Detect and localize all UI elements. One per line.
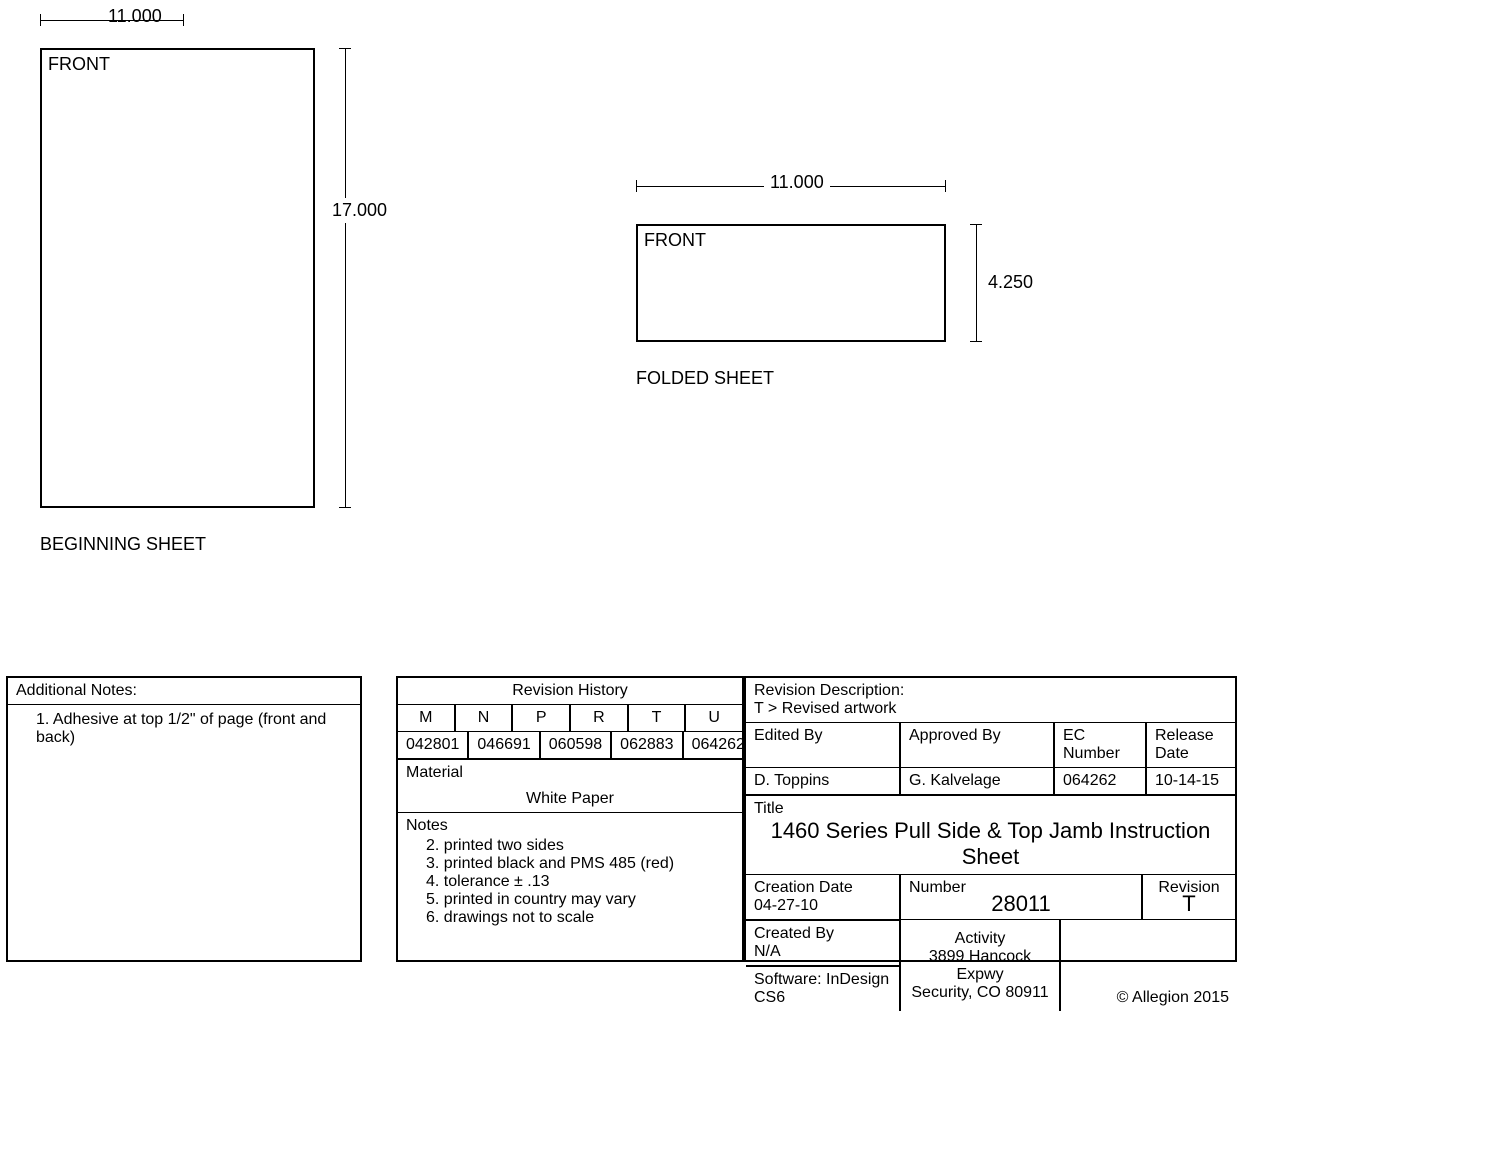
material-label: Material xyxy=(406,764,463,781)
revision-history-vals: 042801046691060598062883064262 xyxy=(398,732,742,759)
revision-description-value: T > Revised artwork xyxy=(754,700,896,717)
beginning-sheet-front-label: FRONT xyxy=(48,54,110,75)
revision-history-header: Revision History xyxy=(398,678,742,705)
title-label: Title xyxy=(754,800,784,817)
activity-line1: 3899 Hancock Expwy xyxy=(909,948,1051,984)
ec-number-value: 064262 xyxy=(1054,768,1146,795)
number-cell: Number 28011 xyxy=(900,875,1142,920)
additional-notes-block: Additional Notes: 1. Adhesive at top 1/2… xyxy=(6,676,362,962)
ec-number-label: EC Number xyxy=(1054,723,1146,768)
revision-col: M xyxy=(398,705,455,732)
notes-label: Notes xyxy=(406,817,448,834)
creation-date-label: Creation Date xyxy=(754,879,853,896)
notes-item: 3. printed black and PMS 485 (red) xyxy=(426,855,734,873)
revision-val: 046691 xyxy=(468,732,539,759)
activity-label: Activity xyxy=(909,930,1051,948)
additional-notes-header: Additional Notes: xyxy=(8,678,360,705)
material-value: White Paper xyxy=(398,790,742,808)
notes-item: 2. printed two sides xyxy=(426,837,734,855)
additional-notes-item: 1. Adhesive at top 1/2" of page (front a… xyxy=(36,711,352,747)
beginning-width-dim-label: 11.000 xyxy=(108,6,162,27)
revision-val: 060598 xyxy=(540,732,611,759)
notes-item: 4. tolerance ± .13 xyxy=(426,873,734,891)
revision-value: T xyxy=(1143,891,1235,917)
additional-notes-body: 1. Adhesive at top 1/2" of page (front a… xyxy=(8,705,360,751)
created-by-label: Created By xyxy=(754,925,834,942)
revision-col: R xyxy=(570,705,628,732)
middle-block: Revision History MNPRTU 0428010466910605… xyxy=(396,676,744,962)
folded-height-dim-line xyxy=(976,224,977,342)
creation-date-cell: Creation Date 04-27-10 xyxy=(746,875,900,920)
revision-history-cols: MNPRTU xyxy=(398,705,742,732)
beginning-height-dim-label: 17.000 xyxy=(332,198,387,223)
revision-col: N xyxy=(455,705,513,732)
activity-line2: Security, CO 80911 xyxy=(909,984,1051,1002)
release-date-label: Release Date xyxy=(1146,723,1235,768)
folded-width-dim-label: 11.000 xyxy=(764,172,830,193)
approval-header-row: Edited By Approved By EC Number Release … xyxy=(746,723,1235,768)
activity-cell: Activity 3899 Hancock Expwy Security, CO… xyxy=(900,920,1060,1011)
revision-val: 062883 xyxy=(611,732,682,759)
revision-col: U xyxy=(685,705,742,732)
notes-cell: Notes 2. printed two sides3. printed bla… xyxy=(398,813,742,960)
notes-item: 6. drawings not to scale xyxy=(426,909,734,927)
folded-sheet-front-label: FRONT xyxy=(644,230,706,251)
beginning-height-dim-line xyxy=(345,48,346,508)
release-date-value: 10-14-15 xyxy=(1146,768,1235,795)
approval-value-row: D. Toppins G. Kalvelage 064262 10-14-15 xyxy=(746,768,1235,795)
revision-val: 042801 xyxy=(398,732,468,759)
material-cell: Material White Paper xyxy=(398,759,742,813)
title-cell: Title 1460 Series Pull Side & Top Jamb I… xyxy=(746,795,1235,875)
revision-description-cell: Revision Description: T > Revised artwor… xyxy=(746,678,1235,723)
beginning-sheet-rect: FRONT xyxy=(40,48,315,508)
copyright-cell: © Allegion 2015 xyxy=(1060,920,1235,1011)
title-value: 1460 Series Pull Side & Top Jamb Instruc… xyxy=(754,818,1227,870)
copyright-text: © Allegion 2015 xyxy=(1117,989,1229,1007)
beginning-sheet-caption: BEGINNING SHEET xyxy=(40,534,206,555)
edited-by-value: D. Toppins xyxy=(746,768,900,795)
revision-col: P xyxy=(512,705,570,732)
folded-sheet-caption: FOLDED SHEET xyxy=(636,368,774,389)
folded-height-dim-label: 4.250 xyxy=(988,272,1033,293)
revision-col: T xyxy=(628,705,686,732)
folded-sheet-rect: FRONT xyxy=(636,224,946,342)
title-block: Revision Description: T > Revised artwor… xyxy=(744,676,1237,962)
created-by-cell: Created By N/A xyxy=(746,920,900,966)
approved-by-label: Approved By xyxy=(900,723,1054,768)
bottom-row: Created By N/A Software: InDesign CS6 Ac… xyxy=(746,920,1235,1011)
software-cell: Software: InDesign CS6 xyxy=(746,966,900,1011)
edited-by-label: Edited By xyxy=(746,723,900,768)
number-value: 28011 xyxy=(901,891,1141,917)
revision-cell: Revision T xyxy=(1142,875,1235,920)
creation-date-value: 04-27-10 xyxy=(754,897,818,914)
revision-description-label: Revision Description: xyxy=(754,682,904,699)
created-by-value: N/A xyxy=(754,943,781,960)
notes-item: 5. printed in country may vary xyxy=(426,891,734,909)
cnr-row: Creation Date 04-27-10 Number 28011 Revi… xyxy=(746,875,1235,920)
approved-by-value: G. Kalvelage xyxy=(900,768,1054,795)
